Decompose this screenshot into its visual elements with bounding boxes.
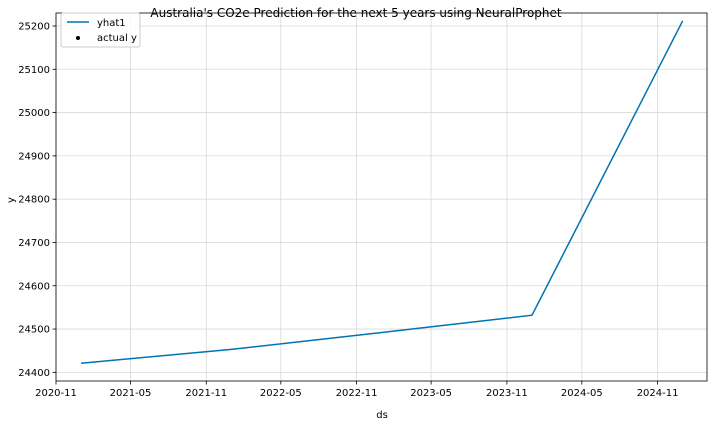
y-tick-label: 25000 <box>18 108 50 119</box>
x-axis-label: ds <box>376 410 388 421</box>
legend-label-actual-y: actual y <box>97 33 137 44</box>
y-tick-label: 25200 <box>18 21 50 32</box>
x-tick-label: 2023-05 <box>410 388 452 399</box>
legend: yhat1 actual y <box>60 12 141 48</box>
y-tick-label: 24800 <box>18 195 50 206</box>
y-tick-label: 25100 <box>18 65 50 76</box>
y-tick-label: 24600 <box>18 281 50 292</box>
y-tick-label: 24700 <box>18 238 50 249</box>
y-axis: 24400 24500 24600 24700 24800 24900 25000 25100… <box>18 21 56 379</box>
legend-swatch-actual-y <box>76 36 80 40</box>
series-line-yhat1 <box>81 20 684 364</box>
legend-label-yhat1: yhat1 <box>97 18 126 29</box>
y-tick-label: 24400 <box>18 368 50 379</box>
y-axis-label: y <box>6 197 17 203</box>
y-tick-label: 24900 <box>18 151 50 162</box>
y-tick-label: 24500 <box>18 325 50 336</box>
x-axis: 2020-11 2021-05 2021-11 2022-05 2022-11 2023-… <box>35 381 678 399</box>
x-tick-label: 2021-05 <box>110 388 152 399</box>
x-tick-label: 2024-11 <box>637 388 679 399</box>
series-layer <box>81 20 684 364</box>
grid <box>55 13 707 381</box>
x-tick-label: 2020-11 <box>35 388 77 399</box>
x-tick-label: 2021-11 <box>185 388 227 399</box>
x-tick-label: 2023-11 <box>486 388 528 399</box>
x-tick-label: 2022-11 <box>336 388 378 399</box>
plot-frame <box>55 12 708 382</box>
chart-title: Australia's CO2e Prediction for the next… <box>150 6 561 20</box>
x-tick-label: 2022-05 <box>260 388 302 399</box>
x-tick-label: 2024-05 <box>561 388 603 399</box>
